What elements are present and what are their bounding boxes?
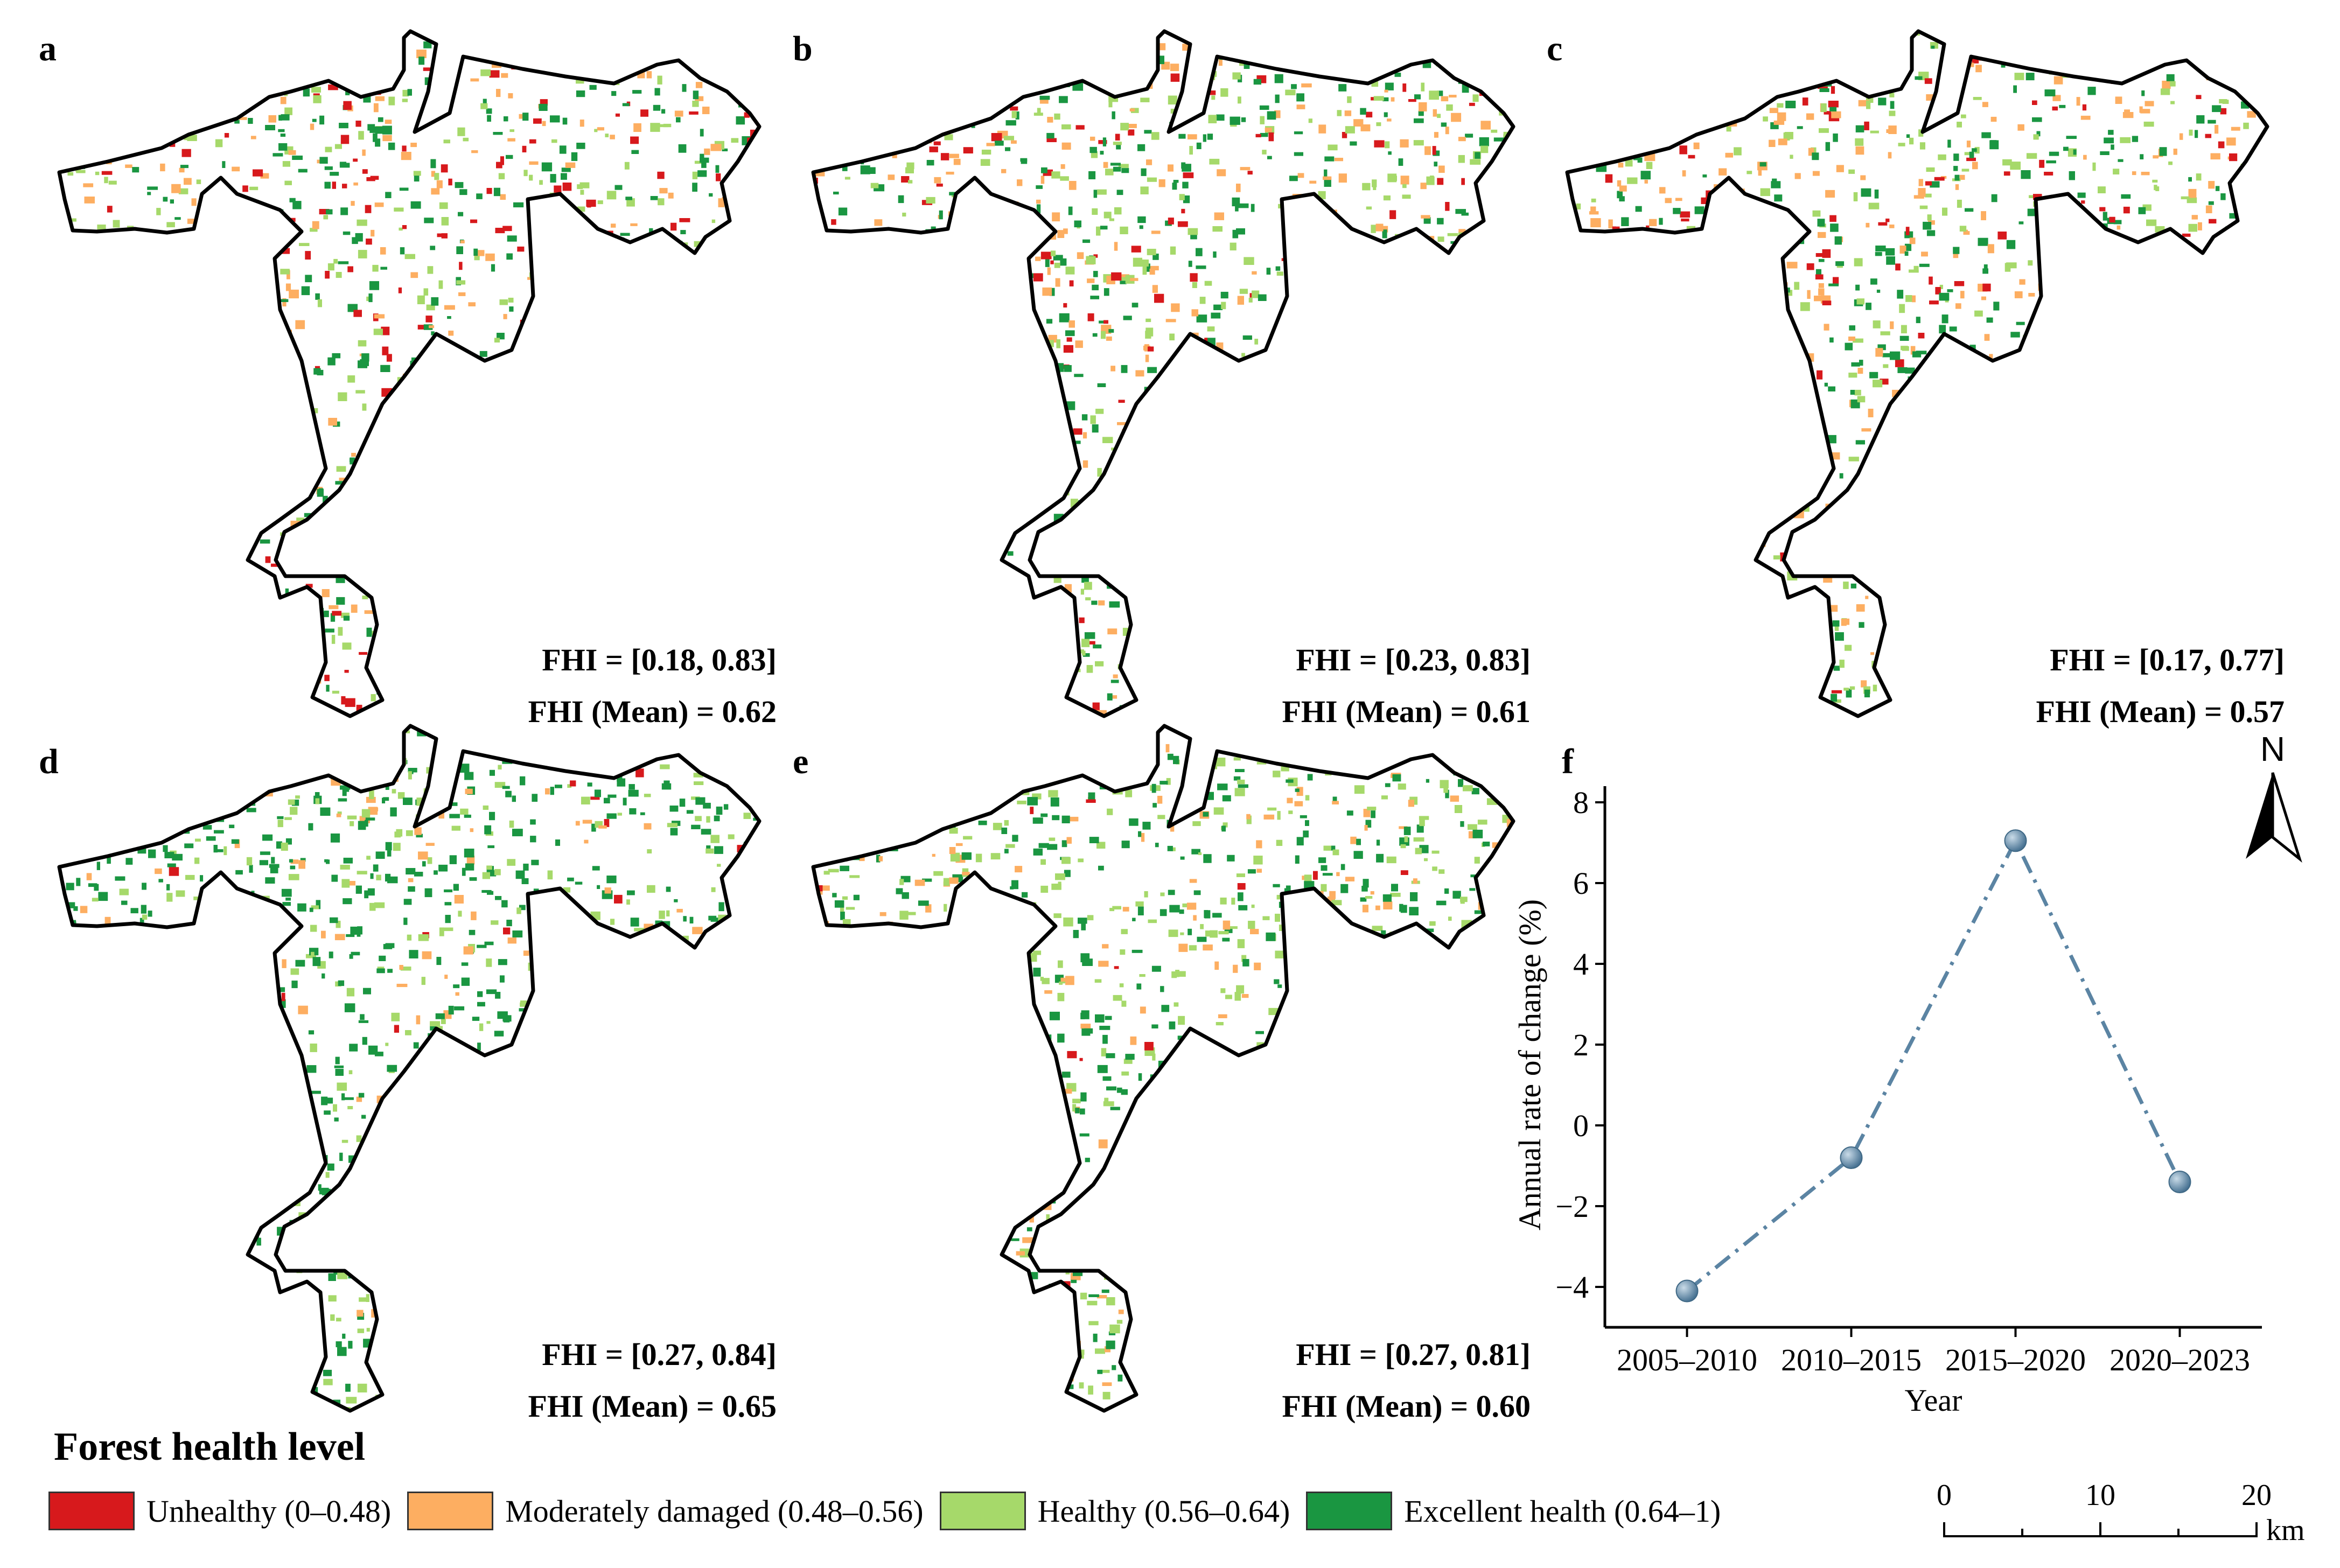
forest-health-map (27, 16, 776, 730)
data-point (1840, 1146, 1863, 1169)
y-tick-label: −2 (1555, 1189, 1589, 1224)
legend: Unhealthy (0–0.48) Moderately damaged (0… (48, 1492, 1737, 1530)
y-tick-label: 4 (1573, 947, 1589, 982)
region-map (811, 724, 1515, 1413)
fhi-mean-label: FHI (Mean) = 0.62 (528, 694, 777, 729)
fhi-labels: FHI = [0.18, 0.83] FHI (Mean) = 0.62 (27, 16, 792, 730)
region-boundary (57, 724, 762, 1413)
panel-letter: c (1547, 29, 1563, 68)
region-boundary (1565, 29, 2269, 718)
y-axis-label: Annual rate of change (%) (1512, 899, 1547, 1230)
panel-letter: d (39, 742, 59, 781)
scale-unit: km (2266, 1514, 2305, 1547)
panel-letter-f: f (1562, 742, 1574, 781)
region-boundary (811, 724, 1515, 1413)
legend-item-moderately-damaged: Moderately damaged (0.48–0.56) (407, 1492, 924, 1530)
region-boundary (811, 29, 1515, 718)
fhi-range-label: FHI = [0.18, 0.83] (542, 642, 777, 677)
fhi-mean-label: FHI (Mean) = 0.61 (1282, 694, 1531, 729)
panel-letter: b (793, 29, 813, 68)
north-arrow: N (2246, 730, 2302, 863)
fhi-mean-label: FHI (Mean) = 0.65 (528, 1389, 777, 1424)
series-line (1686, 836, 2182, 1293)
fhi-range-label: FHI = [0.17, 0.77] (2050, 642, 2285, 677)
x-tick-label: 2005–2010 (1617, 1342, 1757, 1377)
data-point (1675, 1279, 1699, 1303)
legend-label: Excellent health (0.64–1) (1404, 1493, 1721, 1529)
scale-tick-label: 10 (2085, 1479, 2115, 1512)
legend-item-healthy: Healthy (0.56–0.64) (939, 1492, 1290, 1530)
y-tick-label: 2 (1573, 1027, 1589, 1062)
region-boundary (57, 29, 762, 718)
fhi-mean-label: FHI (Mean) = 0.57 (2036, 694, 2285, 729)
y-tick-label: 6 (1573, 866, 1589, 901)
north-arrow-left (2246, 773, 2273, 859)
forest-health-map (781, 711, 1529, 1424)
fhi-labels: FHI = [0.23, 0.83] FHI (Mean) = 0.61 (781, 16, 1546, 730)
fhi-range-label: FHI = [0.23, 0.83] (1296, 642, 1531, 677)
legend-item-unhealthy: Unhealthy (0–0.48) (48, 1492, 391, 1530)
fhi-labels: FHI = [0.17, 0.77] FHI (Mean) = 0.57 (1535, 16, 2300, 730)
x-tick-label: 2020–2023 (2110, 1342, 2250, 1377)
north-label: N (2260, 730, 2285, 768)
forest-health-map (781, 16, 1529, 730)
legend-swatch (48, 1492, 135, 1530)
legend-swatch (939, 1492, 1026, 1530)
fhi-range-label: FHI = [0.27, 0.81] (1296, 1337, 1531, 1372)
x-axis-label: Year (1905, 1383, 1962, 1418)
region-map (57, 724, 762, 1413)
legend-label: Healthy (0.56–0.64) (1037, 1493, 1290, 1529)
scale-line (1943, 1522, 2258, 1537)
y-tick-label: 0 (1573, 1108, 1589, 1143)
scale-bar: 0 10 20 km (1937, 1479, 2305, 1547)
panel-letter: e (793, 742, 809, 781)
legend-item-excellent-health: Excellent health (0.64–1) (1306, 1492, 1721, 1530)
scale-tick-label: 20 (2241, 1479, 2272, 1512)
panel-letter: a (39, 29, 57, 68)
data-point (2004, 829, 2027, 852)
legend-label: Unhealthy (0–0.48) (146, 1493, 392, 1529)
fhi-labels: FHI = [0.27, 0.81] FHI (Mean) = 0.60 (781, 711, 1546, 1424)
legend-swatch (407, 1492, 494, 1530)
legend-swatch (1306, 1492, 1393, 1530)
x-tick-label: 2015–2020 (1945, 1342, 2086, 1377)
fhi-range-label: FHI = [0.27, 0.84] (542, 1337, 777, 1372)
y-tick-label: −4 (1555, 1270, 1589, 1305)
fhi-labels: FHI = [0.27, 0.84] FHI (Mean) = 0.65 (27, 711, 792, 1424)
region-map (1565, 29, 2269, 718)
data-point (2168, 1171, 2191, 1193)
annual-change-chart: −4 −2 0 2 4 6 8 2005–2010 2010–2015 2015–2020 2020… (1512, 785, 2262, 1418)
forest-health-map (27, 711, 776, 1424)
legend-label: Moderately damaged (0.48–0.56) (505, 1493, 924, 1529)
region-map (57, 29, 762, 718)
scale-tick-label: 0 (1937, 1479, 1952, 1512)
legend-title: Forest health level (54, 1425, 366, 1469)
region-map (811, 29, 1515, 718)
y-tick-label: 8 (1573, 785, 1589, 820)
fhi-mean-label: FHI (Mean) = 0.60 (1282, 1389, 1531, 1424)
forest-health-map (1535, 16, 2283, 730)
x-tick-label: 2010–2015 (1781, 1342, 1922, 1377)
north-arrow-right (2271, 772, 2302, 863)
